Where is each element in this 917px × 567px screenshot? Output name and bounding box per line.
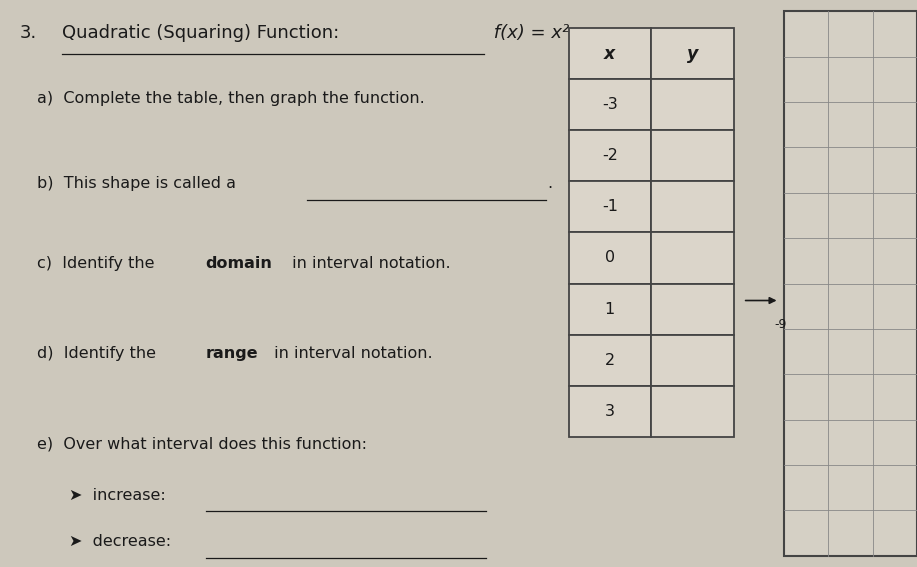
Bar (569, 181, 651, 232)
Text: y: y (687, 45, 698, 63)
Text: 1: 1 (604, 302, 615, 316)
Bar (651, 181, 734, 232)
Text: x: x (604, 45, 615, 63)
Bar (569, 386, 651, 437)
Text: domain: domain (205, 256, 272, 271)
Text: range: range (205, 346, 258, 361)
Text: 3: 3 (605, 404, 614, 418)
Text: e)  Over what interval does this function:: e) Over what interval does this function… (37, 437, 367, 451)
Text: -1: -1 (602, 200, 618, 214)
Text: -9: -9 (774, 318, 787, 331)
Text: 3.: 3. (20, 24, 38, 42)
Text: 0: 0 (604, 251, 615, 265)
Text: 2: 2 (604, 353, 615, 367)
Bar (784, 11, 917, 556)
Bar (651, 79, 734, 130)
Text: in interval notation.: in interval notation. (287, 256, 450, 271)
Bar (569, 79, 651, 130)
Bar (569, 232, 651, 284)
Text: ➤  increase:: ➤ increase: (69, 488, 171, 502)
Text: in interval notation.: in interval notation. (269, 346, 432, 361)
Text: c)  Identify the: c) Identify the (37, 256, 160, 271)
Bar (651, 335, 734, 386)
Bar (651, 28, 734, 79)
Text: Quadratic (Squaring) Function:: Quadratic (Squaring) Function: (62, 24, 339, 42)
Bar (569, 28, 651, 79)
Text: ➤  decrease:: ➤ decrease: (69, 534, 176, 549)
Bar (651, 130, 734, 181)
Text: d)  Identify the: d) Identify the (37, 346, 160, 361)
Bar (569, 130, 651, 181)
Bar (651, 232, 734, 284)
Text: b)  This shape is called a: b) This shape is called a (37, 176, 236, 191)
Text: a)  Complete the table, then graph the function.: a) Complete the table, then graph the fu… (37, 91, 425, 105)
Text: -2: -2 (602, 149, 618, 163)
Bar (569, 284, 651, 335)
Bar (651, 386, 734, 437)
Text: -3: -3 (602, 98, 618, 112)
Bar (569, 335, 651, 386)
Text: f(x) = x²: f(x) = x² (488, 24, 569, 42)
Bar (651, 284, 734, 335)
Text: .: . (547, 176, 553, 191)
